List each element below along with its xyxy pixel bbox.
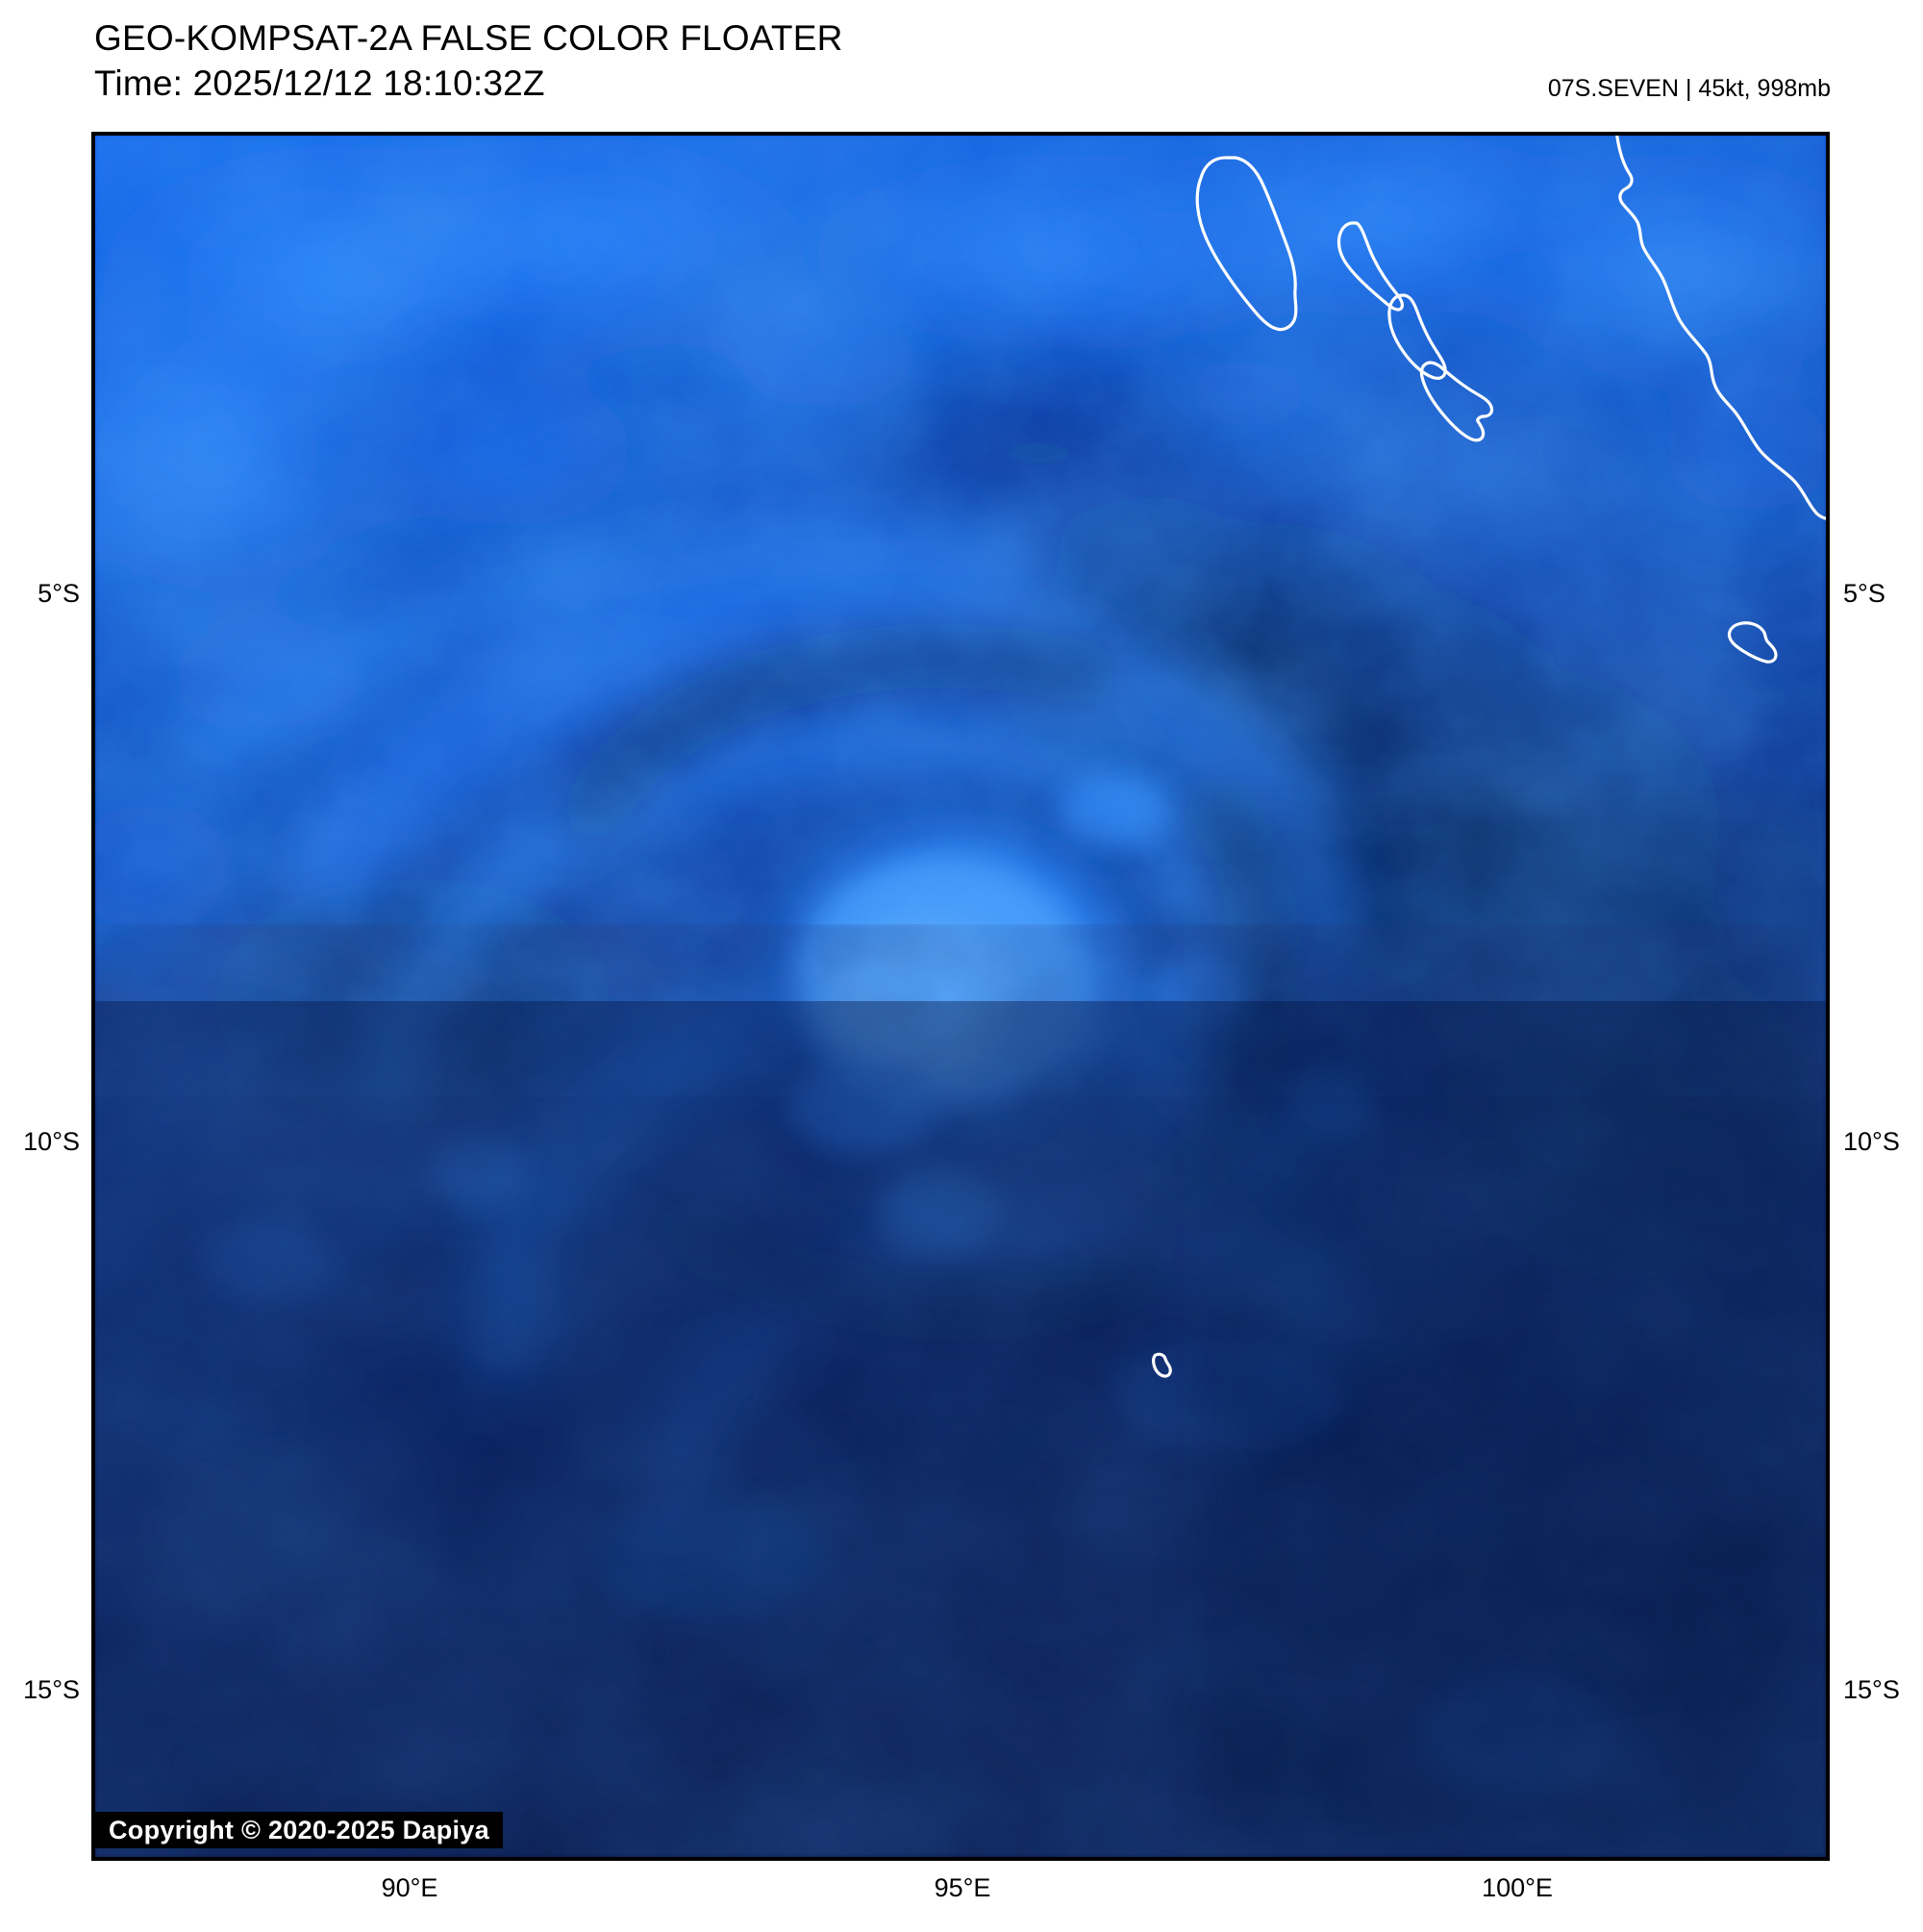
copyright-banner: Copyright © 2020-2025 Dapiya — [95, 1812, 503, 1848]
siberut-island-outline — [1195, 156, 1298, 332]
lat-tick-left-10s: 10°S — [23, 1127, 80, 1156]
lat-tick-left-5s: 5°S — [37, 579, 80, 608]
lat-tick-right-10s: 10°S — [1843, 1127, 1900, 1156]
header: GEO-KOMPSAT-2A FALSE COLOR FLOATER Time:… — [0, 0, 1923, 132]
lon-tick-90e: 90°E — [381, 1873, 438, 1902]
christmas-island-outline — [1152, 1352, 1172, 1378]
lat-tick-right-15s: 15°S — [1843, 1675, 1900, 1704]
north-pagai-island-outline — [1387, 293, 1447, 380]
south-pagai-island-outline — [1419, 361, 1494, 442]
sipura-island-outline — [1336, 221, 1404, 312]
sumatra-coastline — [1615, 136, 1826, 520]
lon-tick-95e: 95°E — [934, 1873, 991, 1902]
title-block: GEO-KOMPSAT-2A FALSE COLOR FLOATER Time:… — [94, 15, 843, 106]
page-title: GEO-KOMPSAT-2A FALSE COLOR FLOATER — [94, 18, 843, 58]
lat-tick-left-15s: 15°S — [23, 1675, 80, 1704]
timestamp-label: Time: 2025/12/12 18:10:32Z — [94, 63, 545, 103]
enggano-island-outline — [1727, 621, 1778, 664]
satellite-image-panel — [91, 132, 1830, 1861]
lon-tick-100e: 100°E — [1482, 1873, 1553, 1902]
coastline-overlay — [1152, 136, 1826, 1378]
southeast-darkening-wash — [1201, 809, 1826, 1857]
satellite-imagery — [95, 136, 1826, 1857]
storm-info-label: 07S.SEVEN | 45kt, 998mb — [1547, 75, 1831, 102]
copyright-text: Copyright © 2020-2025 Dapiya — [109, 1816, 489, 1844]
lat-tick-right-5s: 5°S — [1843, 579, 1886, 608]
